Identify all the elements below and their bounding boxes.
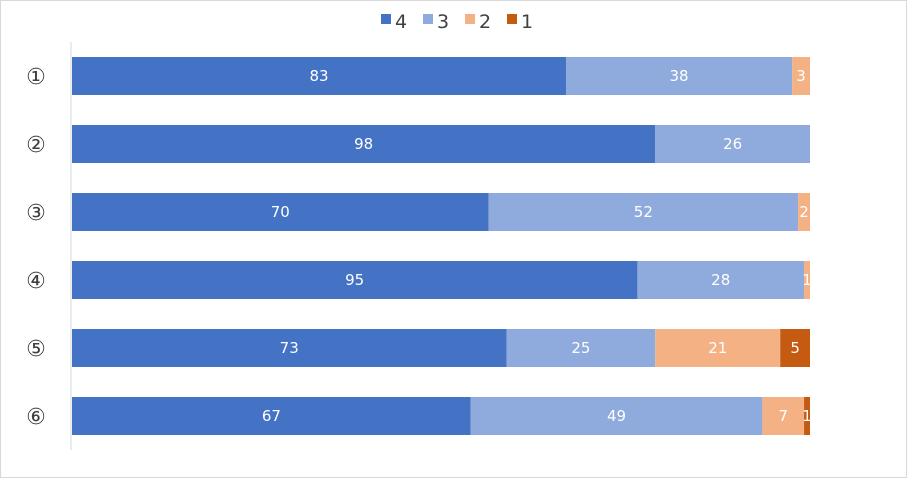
- data-label-series-2: 3: [796, 67, 806, 85]
- legend-swatch-2: [465, 14, 475, 24]
- bar-segment-series-1: [804, 397, 810, 435]
- legend-swatch-3: [423, 14, 433, 24]
- bars: [72, 57, 810, 435]
- legend-label-2: 2: [479, 11, 491, 33]
- data-label-series-3: 25: [571, 339, 590, 357]
- category-label: ③: [26, 201, 46, 226]
- data-label-series-3: 28: [711, 271, 730, 289]
- data-label-series-4: 83: [309, 67, 328, 85]
- data-label-series-4: 95: [345, 271, 364, 289]
- data-label-series-4: 67: [262, 407, 281, 425]
- bar-segment-series-1: [780, 329, 810, 367]
- bar-segment-series-3: [488, 193, 799, 231]
- data-label-series-4: 70: [271, 203, 290, 221]
- bar-segment-series-2: [798, 193, 810, 231]
- data-label-series-4: 73: [280, 339, 299, 357]
- data-label-series-2: 21: [708, 339, 727, 357]
- bar-segment-series-3: [506, 329, 656, 367]
- data-label-series-4: 98: [354, 135, 373, 153]
- bar-segment-series-4: [72, 397, 471, 435]
- legend-label-4: 4: [395, 11, 407, 33]
- data-label-series-2: 2: [799, 203, 809, 221]
- legend-swatch-1: [507, 14, 517, 24]
- data-label-series-2: 7: [778, 407, 788, 425]
- bar-segment-series-3: [655, 125, 810, 163]
- bar-segment-series-4: [72, 261, 638, 299]
- category-labels: ① ② ③ ④ ⑤ ⑥: [26, 65, 46, 430]
- category-label: ②: [26, 133, 46, 158]
- legend: 4 3 2 1: [381, 11, 533, 33]
- data-label-series-2: 1: [802, 271, 812, 289]
- category-label: ⑥: [26, 405, 46, 430]
- data-label-series-3: 26: [723, 135, 742, 153]
- category-label: ⑤: [26, 337, 46, 362]
- bar-segment-series-3: [470, 397, 763, 435]
- data-label-series-3: 49: [607, 407, 626, 425]
- bar-segment-series-4: [72, 125, 656, 163]
- bar-segment-series-3: [565, 57, 793, 95]
- data-label-series-3: 52: [634, 203, 653, 221]
- bar-segment-series-2: [762, 397, 805, 435]
- bar-segment-series-2: [655, 329, 781, 367]
- bar-segment-series-2: [792, 57, 810, 95]
- bar-segment-series-2: [804, 261, 810, 299]
- data-label-series-1: 1: [802, 407, 812, 425]
- bar-segment-series-4: [72, 329, 507, 367]
- legend-label-3: 3: [437, 11, 449, 33]
- data-label-series-1: 5: [790, 339, 800, 357]
- legend-label-1: 1: [521, 11, 533, 33]
- bar-segment-series-4: [72, 193, 489, 231]
- legend-swatch-4: [381, 14, 391, 24]
- bar-segment-series-3: [637, 261, 805, 299]
- bar-segment-series-4: [72, 57, 566, 95]
- data-label-series-3: 38: [670, 67, 689, 85]
- category-label: ①: [26, 65, 46, 90]
- category-label: ④: [26, 269, 46, 294]
